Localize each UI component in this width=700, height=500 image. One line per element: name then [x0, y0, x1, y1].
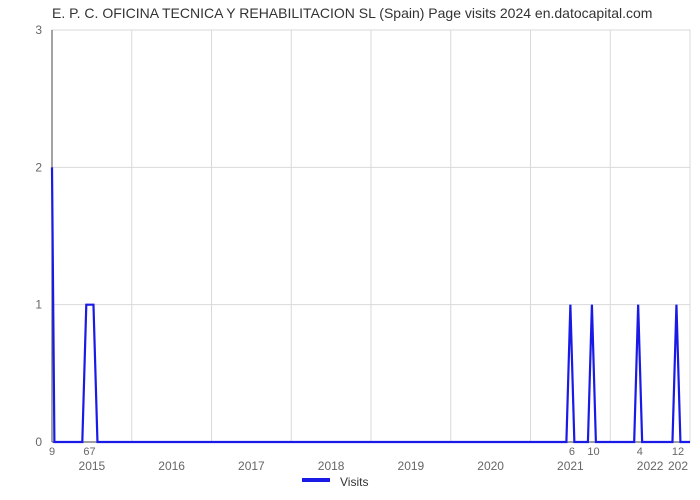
- secondary-label: 67: [83, 446, 95, 458]
- x-year-label: 2018: [318, 459, 345, 473]
- x-year-label: 2022: [637, 459, 664, 473]
- legend-swatch: [302, 478, 330, 482]
- x-year-label: 2017: [238, 459, 265, 473]
- x-year-label-truncated: 202: [668, 459, 688, 473]
- x-year-label: 2019: [398, 459, 425, 473]
- secondary-label: 9: [49, 446, 55, 458]
- y-tick-label: 1: [35, 298, 42, 312]
- x-year-label: 2015: [79, 459, 106, 473]
- secondary-label: 6: [569, 446, 575, 458]
- chart-title: E. P. C. OFICINA TECNICA Y REHABILITACIO…: [52, 5, 652, 21]
- y-tick-label: 2: [35, 160, 42, 174]
- visits-line-chart: E. P. C. OFICINA TECNICA Y REHABILITACIO…: [0, 0, 700, 500]
- y-tick-label: 3: [35, 23, 42, 37]
- x-year-label: 2020: [477, 459, 504, 473]
- legend-label: Visits: [340, 475, 368, 489]
- secondary-label: 4: [637, 446, 643, 458]
- x-year-label: 2021: [557, 459, 584, 473]
- secondary-label: 10: [587, 446, 599, 458]
- secondary-label: 12: [672, 446, 684, 458]
- y-tick-label: 0: [35, 435, 42, 449]
- x-year-label: 2016: [158, 459, 185, 473]
